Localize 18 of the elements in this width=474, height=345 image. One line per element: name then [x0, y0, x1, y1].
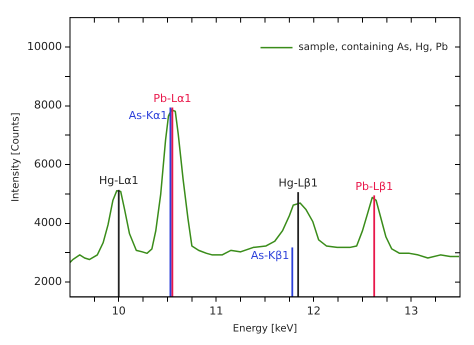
- x-tick-label: 10: [112, 304, 126, 318]
- y-tick-label: 4000: [34, 216, 62, 230]
- series-label: Pb-Lβ1: [355, 180, 394, 193]
- y-tick-label: 2000: [34, 274, 62, 288]
- y-axis-title: Intensity [Counts]: [10, 112, 22, 202]
- x-tick-label: 11: [209, 304, 224, 318]
- series-label: Pb-Lα1: [153, 92, 192, 105]
- series-label: Hg-Lα1: [98, 174, 139, 188]
- y-tick-label: 8000: [34, 98, 62, 112]
- y-tick-label: 10000: [26, 40, 62, 53]
- series-label: As-Kα1: [128, 108, 168, 122]
- x-axis-title: Energy [keV]: [232, 324, 298, 335]
- x-tick-label: 12: [306, 304, 321, 318]
- legend-label: sample, containing As, Hg, Pb: [298, 42, 448, 54]
- series-label: As-Kβ1: [250, 248, 290, 262]
- series-label: Hg-Lβ1: [278, 176, 318, 190]
- x-tick-label: 13: [404, 304, 418, 318]
- y-tick-label: 6000: [34, 157, 62, 170]
